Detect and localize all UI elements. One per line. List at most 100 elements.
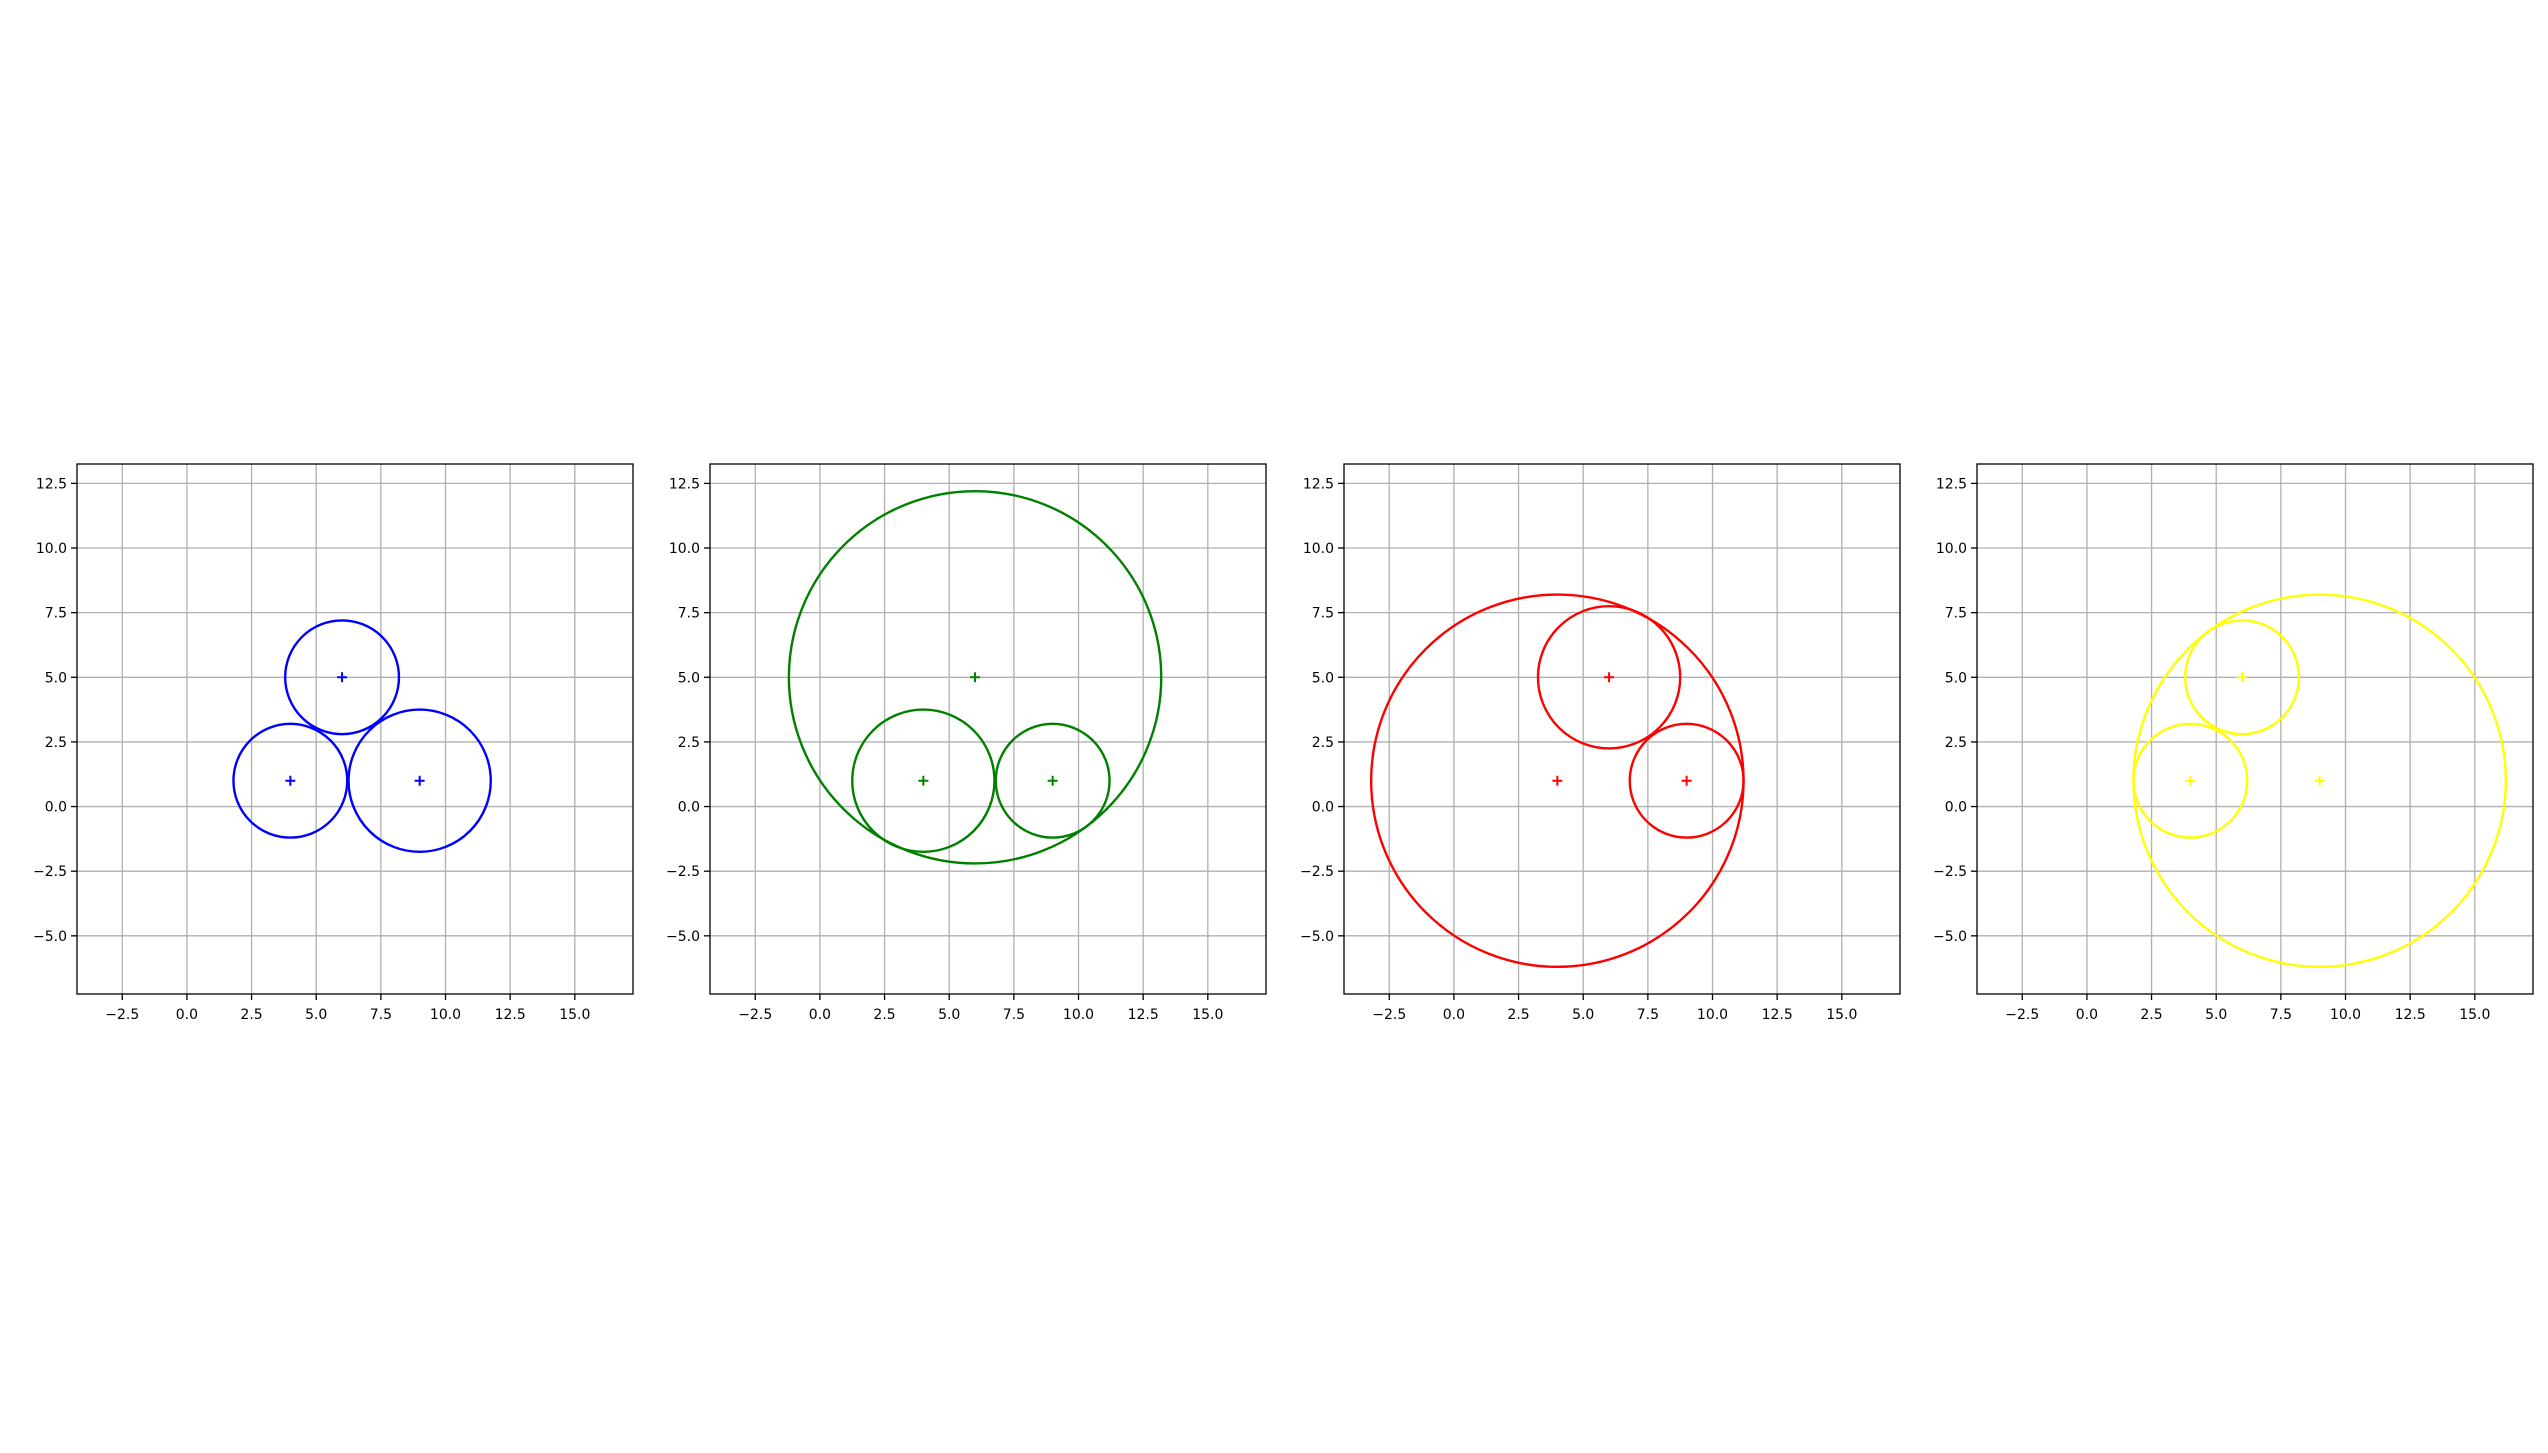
y-tick-label: 10.0 (1936, 541, 1967, 557)
y-tick-label: 5.0 (45, 670, 67, 686)
x-tick-label: −2.5 (738, 1007, 772, 1023)
y-tick-label: 2.5 (1945, 735, 1967, 751)
y-tick-label: 7.5 (1945, 606, 1967, 622)
gridlines (1977, 464, 2533, 994)
axes-frame (1976, 463, 2534, 995)
y-tick-label: −5.0 (1300, 929, 1334, 945)
center-points (918, 672, 1058, 786)
chart-panel-3: −2.5 0.0 2.5 5.0 7.5 10.0 12.5 15.0 −5.0 −2.5 0.0 2… (1300, 463, 1901, 1023)
y-tick-label: −2.5 (666, 864, 700, 880)
y-tick-label: 2.5 (1312, 735, 1334, 751)
circle-mark (1536, 604, 1682, 750)
y-tick-label: −2.5 (33, 864, 67, 880)
circle-mark (283, 619, 401, 736)
center-point-marker (2314, 775, 2325, 786)
center-point-marker (918, 775, 929, 786)
circle-mark (2183, 619, 2301, 736)
y-tick-label: 0.0 (1945, 800, 1967, 816)
y-tick-label: 7.5 (678, 606, 700, 622)
center-point-marker (285, 775, 296, 786)
y-tick-label: −5.0 (1933, 929, 1967, 945)
y-tick-label: 10.0 (1303, 541, 1334, 557)
x-tick-label: 7.5 (1003, 1007, 1025, 1023)
center-point-marker (337, 672, 348, 683)
center-point-marker (1681, 775, 1692, 786)
axes-frame (1343, 463, 1901, 995)
circle-mark (994, 722, 1111, 839)
chart-panel-4: −2.5 0.0 2.5 5.0 7.5 10.0 12.5 15.0 −5.0 −2.5 0.0 2… (1933, 463, 2534, 1023)
y-tick-label: 5.0 (678, 670, 700, 686)
x-tick-label: 5.0 (305, 1007, 327, 1023)
y-tick-label: 0.0 (45, 800, 67, 816)
y-tick-label: 12.5 (1303, 476, 1334, 492)
y-tick-label: 0.0 (678, 800, 700, 816)
center-points (1552, 672, 1692, 786)
center-point-marker (1047, 775, 1058, 786)
axes-frame (709, 463, 1267, 995)
x-tick-label: 10.0 (1063, 1007, 1094, 1023)
gridlines (710, 464, 1266, 994)
circle-mark (232, 722, 349, 839)
x-tick-label: 15.0 (559, 1007, 590, 1023)
y-tick-label: 7.5 (45, 606, 67, 622)
y-tick-label: 10.0 (36, 541, 67, 557)
chart-panel-2: −2.5 0.0 2.5 5.0 7.5 10.0 12.5 15.0 −5.0 −2.5 0.0 2… (666, 463, 1267, 1023)
x-tick-label: 7.5 (370, 1007, 392, 1023)
y-tick-label: 12.5 (1936, 476, 1967, 492)
x-tick-label: −2.5 (105, 1007, 139, 1023)
x-tick-label: 12.5 (2395, 1007, 2426, 1023)
y-tick-label: 12.5 (669, 476, 700, 492)
center-point-marker (2237, 672, 2248, 683)
x-tick-label: 10.0 (430, 1007, 461, 1023)
center-point-marker (970, 672, 981, 683)
x-tick-label: 0.0 (1443, 1007, 1465, 1023)
x-tick-label: 2.5 (240, 1007, 262, 1023)
x-tick-label: 2.5 (873, 1007, 895, 1023)
y-tick-label: 2.5 (45, 735, 67, 751)
x-tick-label: 15.0 (1192, 1007, 1223, 1023)
x-tick-label: 0.0 (809, 1007, 831, 1023)
circle-mark (787, 489, 1163, 865)
circle-mark (2132, 593, 2508, 969)
y-tick-label: 0.0 (1312, 800, 1334, 816)
y-tick-label: −2.5 (1300, 864, 1334, 880)
center-point-marker (1552, 775, 1563, 786)
x-tick-label: 12.5 (495, 1007, 526, 1023)
x-tick-label: −2.5 (1372, 1007, 1406, 1023)
x-tick-label: −2.5 (2005, 1007, 2039, 1023)
x-tick-label: 15.0 (2459, 1007, 2490, 1023)
x-tick-label: 5.0 (1572, 1007, 1594, 1023)
gridlines (77, 464, 633, 994)
y-tick-label: 5.0 (1312, 670, 1334, 686)
y-tick-label: 2.5 (678, 735, 700, 751)
x-tick-label: 5.0 (2205, 1007, 2227, 1023)
circles (232, 619, 492, 854)
x-tick-label: 0.0 (2076, 1007, 2098, 1023)
x-tick-label: 5.0 (938, 1007, 960, 1023)
y-tick-label: −2.5 (1933, 864, 1967, 880)
center-point-marker (1604, 672, 1615, 683)
x-tick-label: 12.5 (1128, 1007, 1159, 1023)
y-tick-label: 10.0 (669, 541, 700, 557)
center-point-marker (2185, 775, 2196, 786)
y-tick-label: 12.5 (36, 476, 67, 492)
circle-mark (1628, 722, 1745, 839)
y-tick-label: −5.0 (666, 929, 700, 945)
center-points (2185, 672, 2325, 786)
y-tick-label: −5.0 (33, 929, 67, 945)
circle-mark (347, 708, 492, 854)
circles (1369, 593, 1745, 969)
center-point-marker (414, 775, 425, 786)
x-tick-label: 7.5 (1637, 1007, 1659, 1023)
y-tick-label: 5.0 (1945, 670, 1967, 686)
x-tick-label: 0.0 (176, 1007, 198, 1023)
x-tick-label: 12.5 (1762, 1007, 1793, 1023)
x-tick-label: 7.5 (2270, 1007, 2292, 1023)
x-tick-label: 2.5 (2140, 1007, 2162, 1023)
x-tick-label: 10.0 (2330, 1007, 2361, 1023)
center-points (285, 672, 425, 786)
circles (787, 489, 1163, 865)
y-tick-label: 7.5 (1312, 606, 1334, 622)
chart-panel-1: −2.5 0.0 2.5 5.0 7.5 10.0 12.5 15.0 −5.0 −2.5 0.0 2… (33, 463, 634, 1023)
